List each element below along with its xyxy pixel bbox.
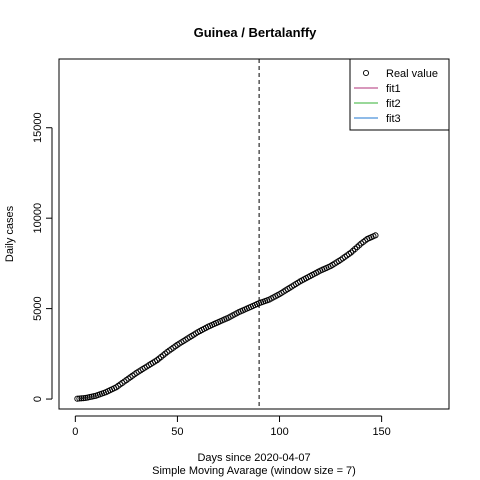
legend-label: fit2 xyxy=(386,98,401,110)
y-tick-label: 0 xyxy=(32,396,44,402)
points-layer xyxy=(74,232,379,402)
legend-label: fit1 xyxy=(386,83,401,95)
x-tick-label: 0 xyxy=(72,426,78,438)
data-point xyxy=(354,244,361,251)
legend-label: Real value xyxy=(386,68,438,80)
x-axis: 0 50 100 150 xyxy=(72,415,391,438)
y-axis-label: Daily cases xyxy=(4,205,16,262)
x-tick-label: 100 xyxy=(270,426,288,438)
data-point xyxy=(80,395,87,402)
legend-marker xyxy=(362,69,370,77)
chart-title: Guinea / Bertalanffy xyxy=(194,25,318,40)
x-axis-sublabel: Simple Moving Avarage (window size = 7) xyxy=(152,465,356,477)
data-point xyxy=(349,247,357,254)
data-point xyxy=(372,232,379,239)
data-point xyxy=(78,395,85,402)
y-tick-label: 10000 xyxy=(32,203,44,234)
x-tick-label: 50 xyxy=(171,426,183,438)
x-tick-label: 150 xyxy=(372,426,390,438)
data-point xyxy=(76,395,83,402)
data-point xyxy=(347,249,355,256)
data-point xyxy=(356,242,363,249)
plot-frame xyxy=(58,58,450,410)
legend-label: fit3 xyxy=(386,113,401,125)
legend: Real value fit1 fit2 fit3 xyxy=(349,58,450,131)
data-point xyxy=(352,245,359,252)
data-point xyxy=(74,395,81,402)
y-axis: 0 5000 10000 15000 xyxy=(32,112,53,402)
y-tick-label: 5000 xyxy=(32,296,44,320)
y-tick-label: 15000 xyxy=(32,112,44,143)
x-axis-label: Days since 2020-04-07 xyxy=(197,452,310,464)
